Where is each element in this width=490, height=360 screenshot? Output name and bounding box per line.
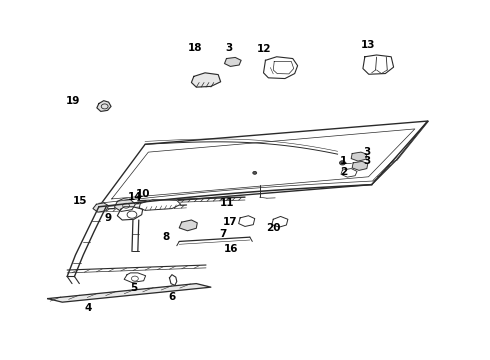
Polygon shape [363, 55, 393, 74]
Circle shape [340, 161, 345, 165]
Polygon shape [192, 73, 220, 87]
Text: 13: 13 [361, 40, 375, 50]
Text: 14: 14 [127, 192, 142, 202]
Polygon shape [272, 216, 288, 227]
Polygon shape [341, 168, 357, 177]
Text: 8: 8 [162, 232, 169, 242]
Polygon shape [124, 273, 146, 283]
Polygon shape [93, 203, 109, 212]
Polygon shape [352, 161, 368, 170]
Text: 2: 2 [340, 167, 347, 177]
Text: 10: 10 [135, 189, 150, 199]
Text: 19: 19 [66, 96, 81, 106]
Text: 11: 11 [220, 198, 235, 208]
Text: 20: 20 [266, 222, 280, 233]
Text: 18: 18 [188, 43, 202, 53]
Polygon shape [264, 57, 297, 78]
Polygon shape [351, 152, 367, 161]
Polygon shape [115, 199, 135, 211]
Polygon shape [273, 62, 294, 74]
Text: 6: 6 [168, 292, 175, 302]
Text: 7: 7 [219, 229, 226, 239]
Polygon shape [139, 200, 181, 210]
Polygon shape [48, 284, 211, 302]
Polygon shape [179, 220, 197, 231]
Text: 9: 9 [104, 213, 111, 223]
Text: 3: 3 [363, 157, 370, 166]
Text: 17: 17 [223, 217, 238, 227]
Text: 1: 1 [340, 156, 347, 166]
Circle shape [253, 171, 257, 174]
Text: 3: 3 [363, 147, 370, 157]
Text: 15: 15 [73, 197, 88, 206]
Text: 3: 3 [226, 43, 233, 53]
Text: 16: 16 [224, 244, 239, 254]
Polygon shape [224, 58, 241, 66]
Polygon shape [239, 216, 255, 226]
Text: 5: 5 [130, 283, 138, 293]
Text: 12: 12 [257, 44, 272, 54]
Polygon shape [97, 101, 111, 111]
Polygon shape [117, 207, 143, 220]
Text: 4: 4 [84, 303, 92, 313]
